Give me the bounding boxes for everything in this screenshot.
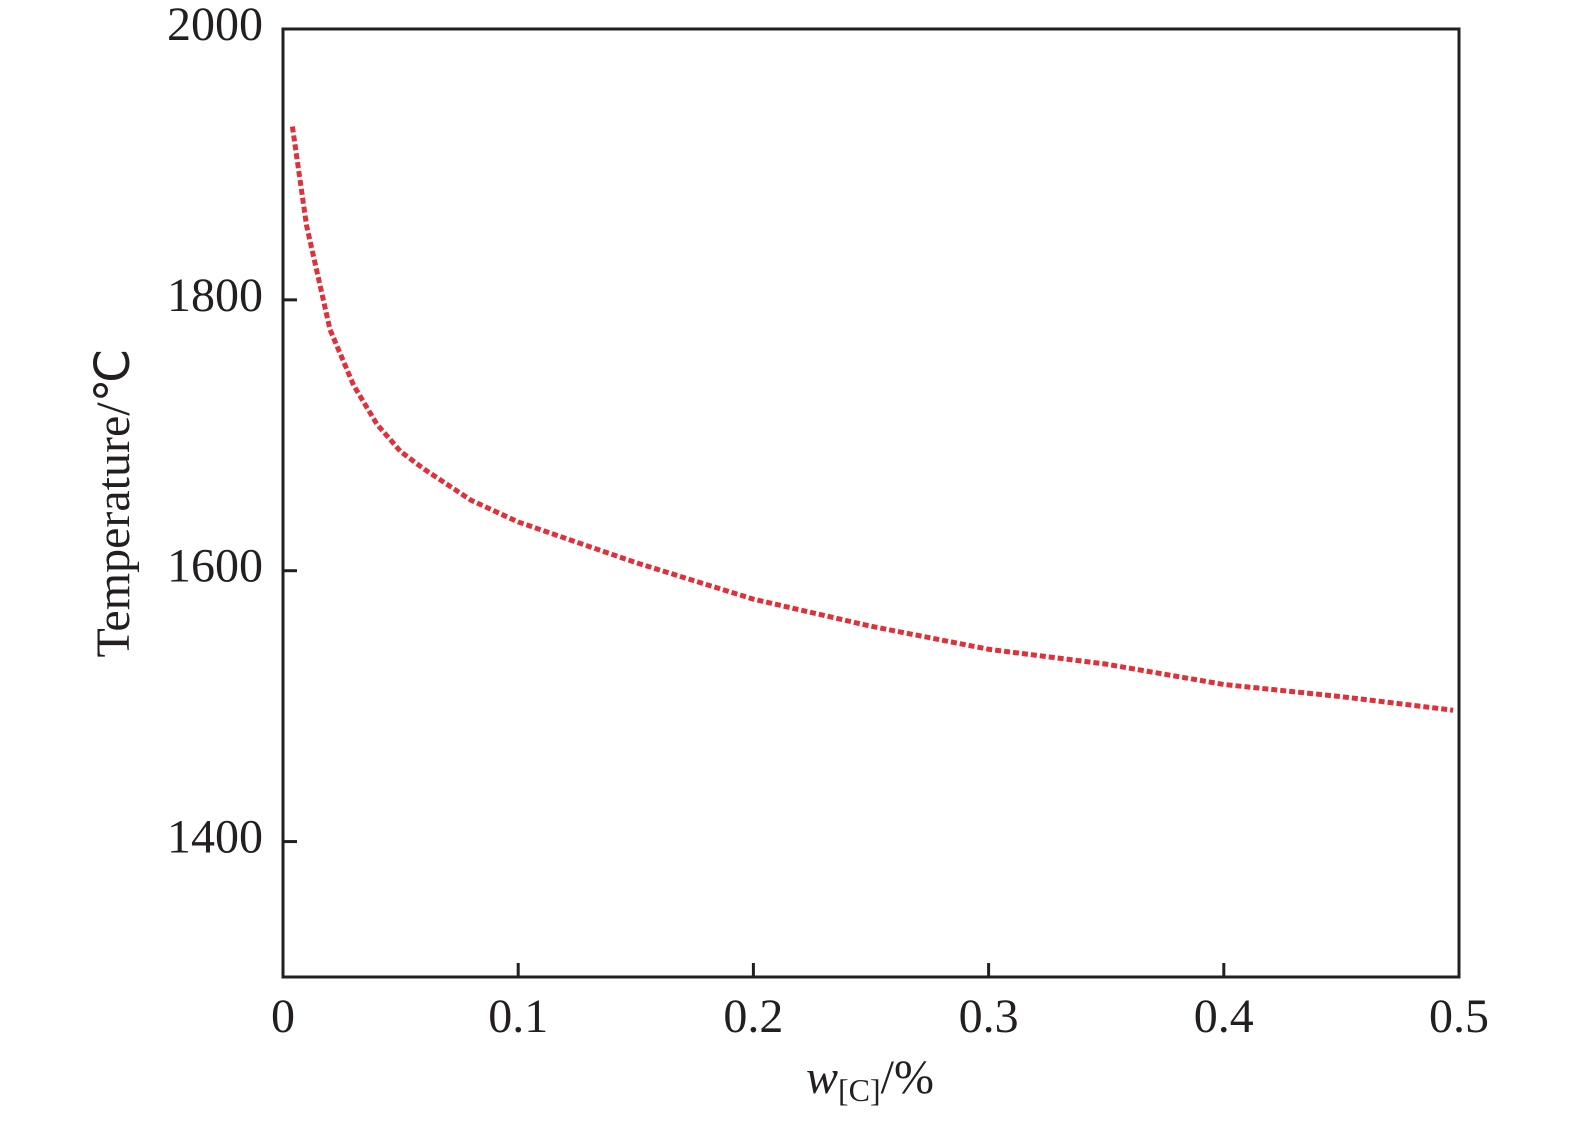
x-tick-label: 0.2: [723, 990, 783, 1043]
y-tick-label: 1800: [167, 269, 263, 322]
x-tick-label: 0.4: [1194, 990, 1254, 1043]
y-tick-label: 2000: [167, 0, 263, 51]
x-axis-label: w[C]/%: [806, 1051, 934, 1108]
y-axis-label: Temperature/℃: [87, 348, 140, 657]
x-label-subscript: [C]: [838, 1072, 881, 1108]
x-label-symbol: w: [806, 1051, 838, 1104]
plot-frame: [281, 27, 1461, 979]
x-tick-label: 0.5: [1429, 990, 1489, 1043]
data-line: [289, 126, 1454, 713]
y-tick-label: 1400: [167, 811, 263, 864]
x-tick-label: 0: [271, 990, 295, 1043]
x-tick-label: 0.3: [959, 990, 1019, 1043]
x-label-unit: /%: [881, 1051, 934, 1104]
x-tick-label: 0.1: [488, 990, 548, 1043]
y-tick-label: 1600: [167, 540, 263, 593]
